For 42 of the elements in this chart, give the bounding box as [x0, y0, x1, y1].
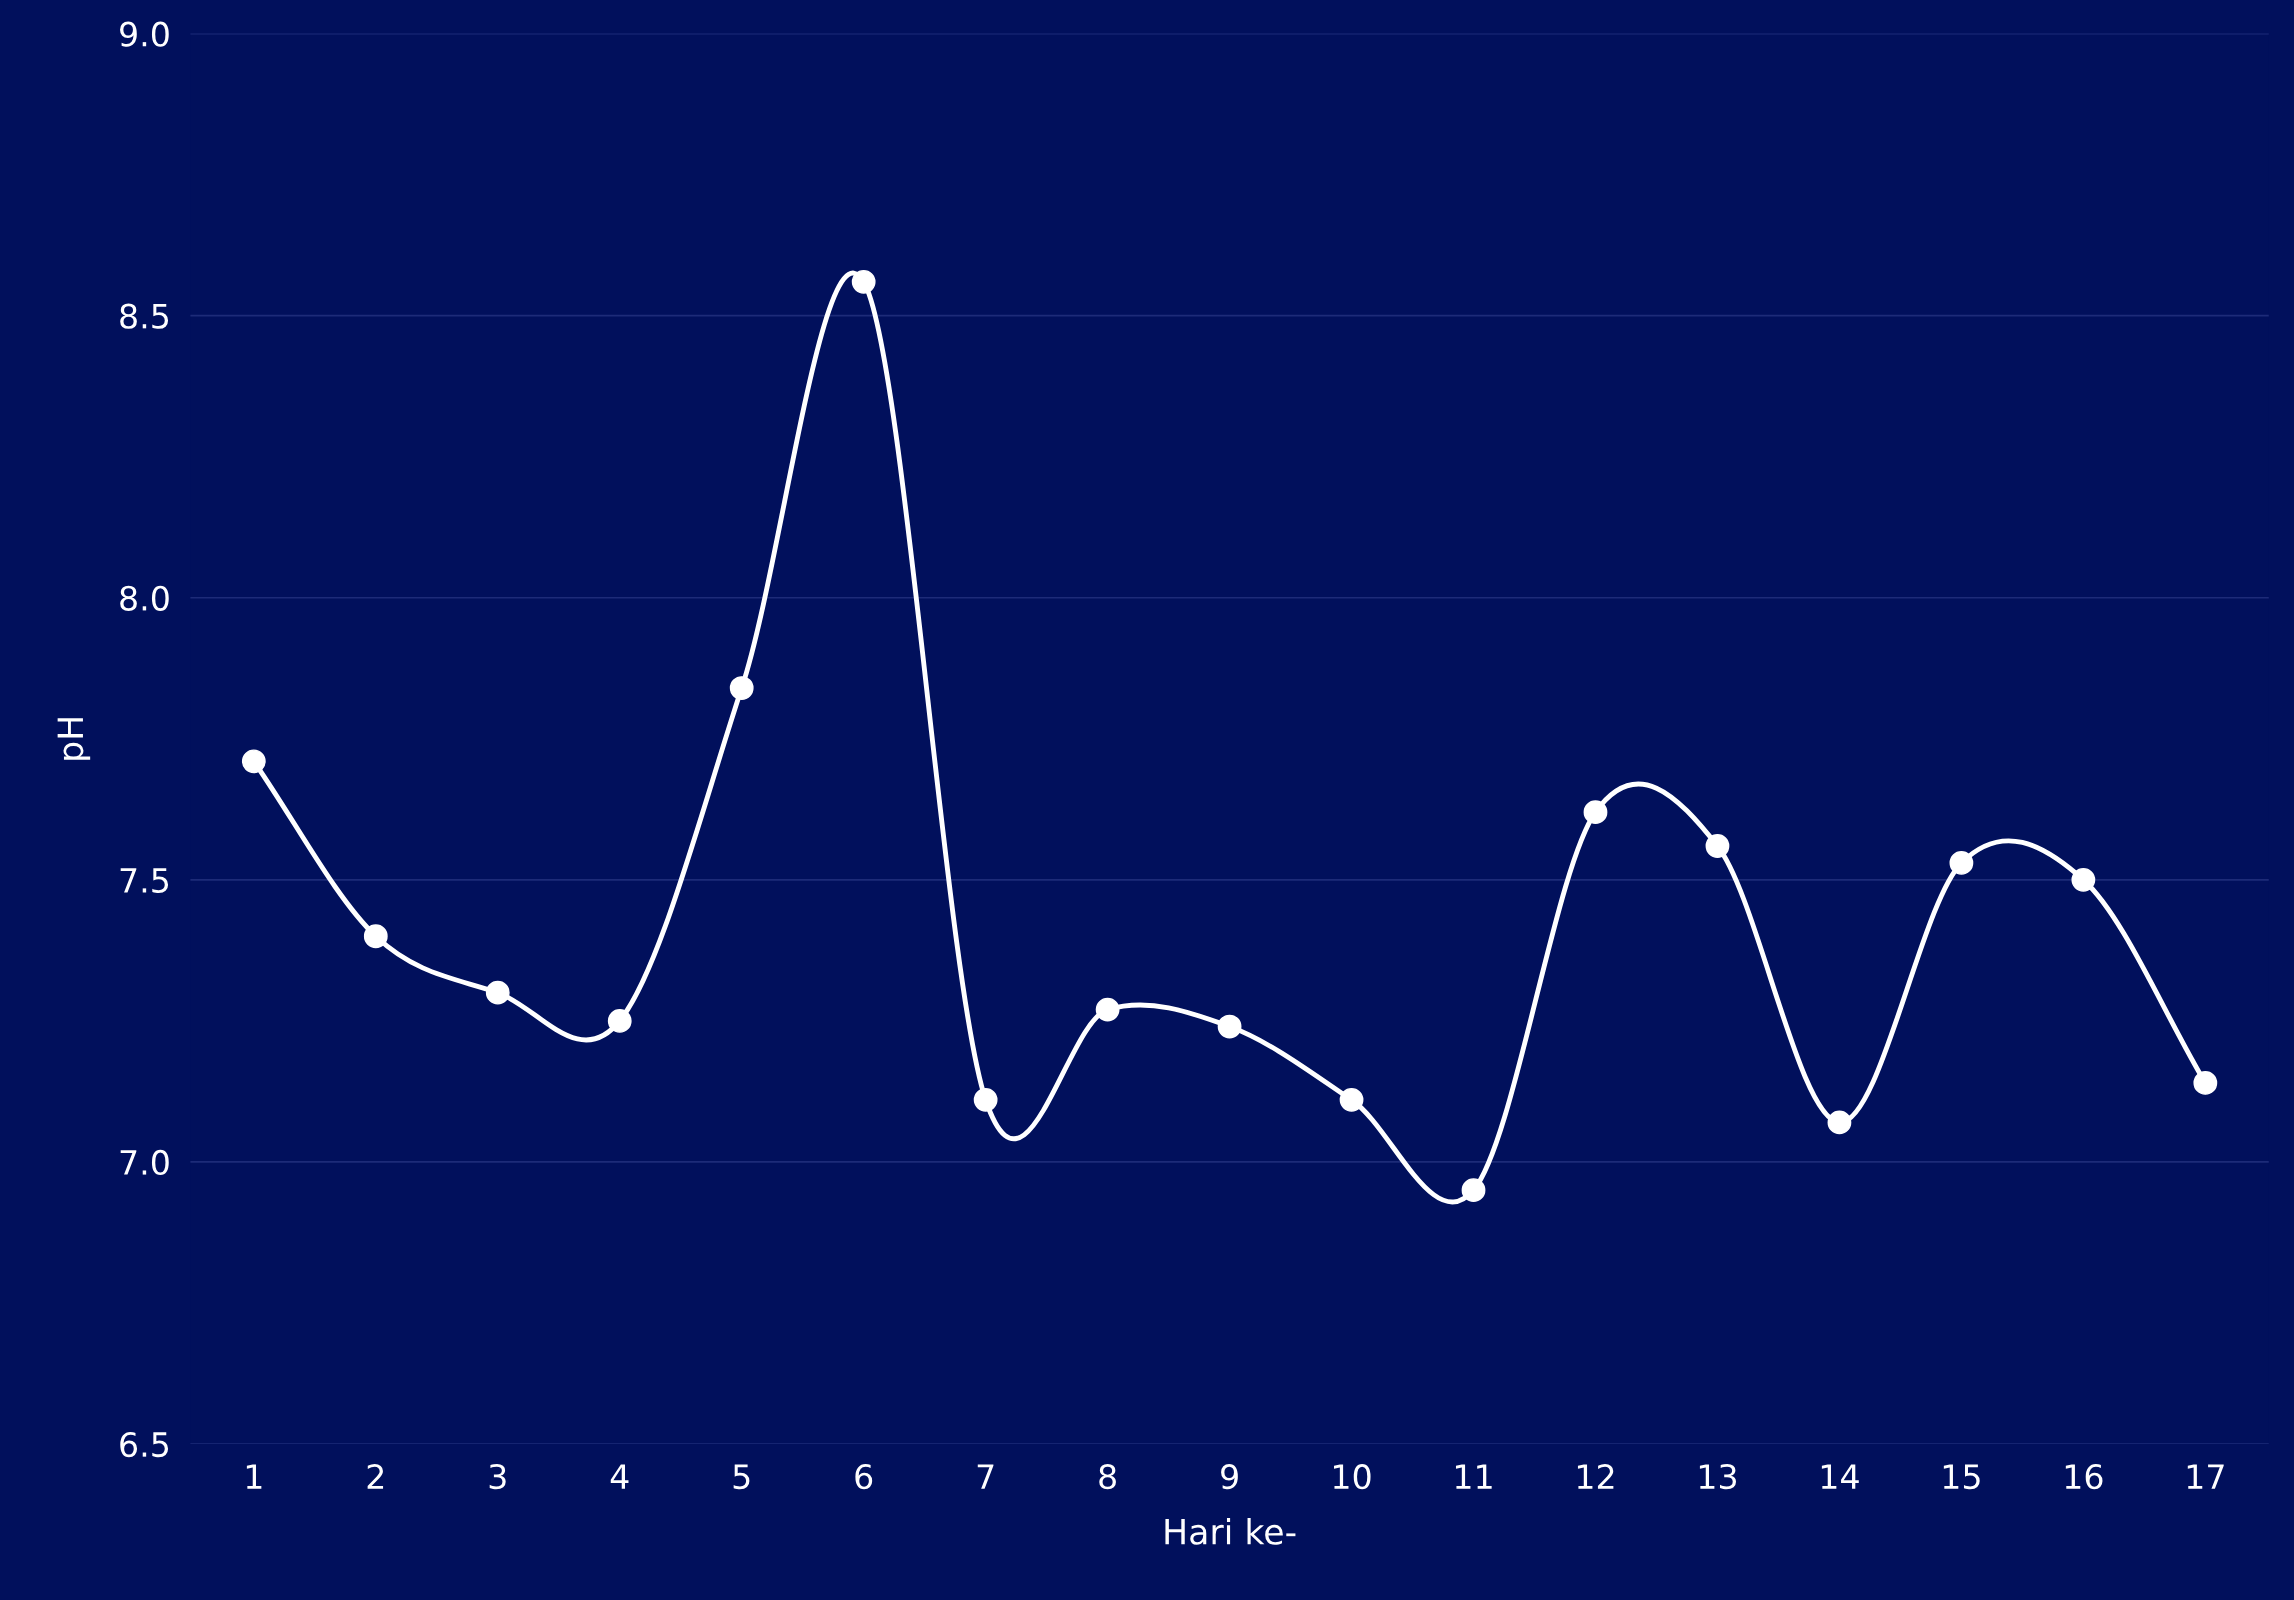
point	[729, 676, 754, 700]
point	[485, 980, 510, 1005]
x-tick-label: 12	[1577, 1464, 1614, 1489]
point	[1705, 834, 1730, 858]
x-tick-label: 9	[1221, 1464, 1238, 1490]
x-tick-label: 10	[1334, 1464, 1371, 1490]
point	[1827, 1110, 1852, 1135]
y-axis-title: pH	[57, 718, 91, 760]
x-tick-label: 7	[977, 1464, 994, 1489]
y-tick-label: 7.0	[120, 1149, 169, 1176]
point	[2071, 867, 2096, 892]
point	[1461, 1178, 1486, 1203]
x-axis-title: Hari ke-	[1165, 1517, 1296, 1545]
x-tick-label: 13	[1699, 1464, 1736, 1490]
x-tick-label: 6	[855, 1464, 873, 1490]
point	[851, 269, 876, 294]
y-tick-label: 9.0	[120, 21, 169, 47]
point	[1583, 800, 1608, 825]
y-tick-label: 6.5	[120, 1431, 169, 1458]
x-tick-label: 2	[367, 1464, 384, 1489]
point	[363, 924, 388, 949]
y-tick-label: 7.5	[120, 868, 169, 893]
x-tick-label: 14	[1821, 1464, 1859, 1489]
y-tick-label: 8.5	[120, 303, 169, 329]
point	[1095, 997, 1120, 1022]
point	[241, 749, 266, 774]
x-tick-label: 8	[1099, 1464, 1116, 1490]
x-tick-label: 3	[489, 1464, 506, 1490]
x-tick-label: 16	[2065, 1464, 2103, 1490]
x-tick-label: 4	[610, 1464, 629, 1489]
point	[2193, 1071, 2218, 1095]
point	[1339, 1087, 1364, 1112]
point	[1217, 1014, 1242, 1039]
x-tick-label: 15	[1943, 1464, 1980, 1490]
x-tick-label: 11	[1455, 1464, 1492, 1489]
point	[973, 1087, 998, 1112]
point	[607, 1008, 632, 1033]
x-tick-label: 1	[246, 1464, 262, 1489]
x-tick-label: 17	[2187, 1464, 2224, 1489]
x-tick-label: 5	[733, 1464, 750, 1490]
y-tick-label: 8.0	[120, 585, 169, 611]
point	[1949, 851, 1974, 875]
